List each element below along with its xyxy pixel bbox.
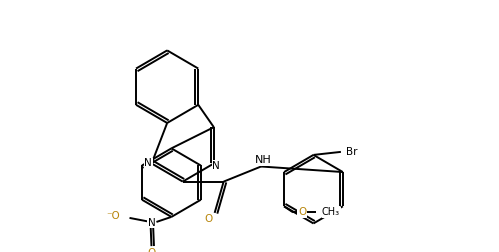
Text: N: N [148, 218, 155, 228]
Text: O: O [205, 214, 213, 224]
Text: O: O [147, 248, 156, 252]
Text: ⁻O: ⁻O [107, 211, 121, 221]
Text: O: O [298, 207, 306, 217]
Text: Br: Br [346, 147, 358, 157]
Text: N: N [213, 161, 220, 171]
Text: CH₃: CH₃ [322, 207, 340, 217]
Text: NH: NH [255, 155, 272, 166]
Text: N: N [144, 159, 152, 169]
